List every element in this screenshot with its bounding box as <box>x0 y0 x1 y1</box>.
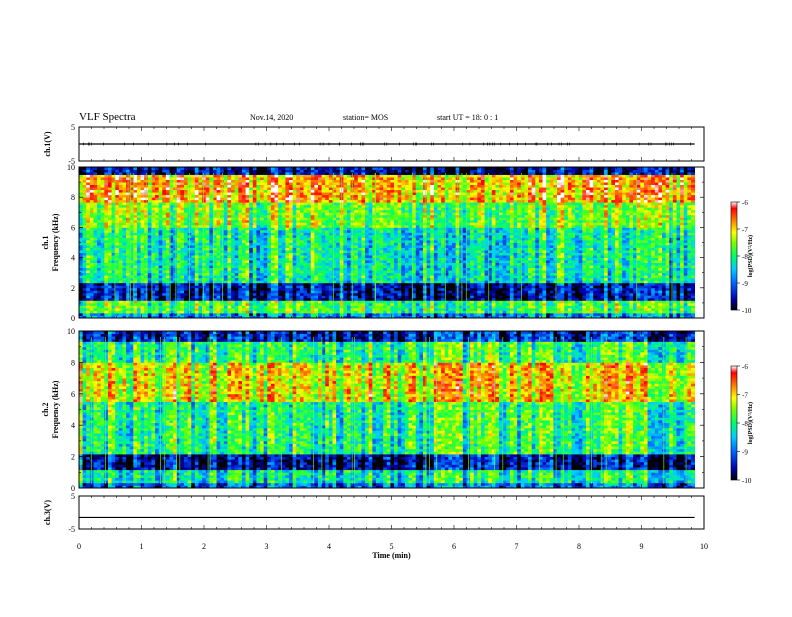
y-tick-label: 4 <box>71 254 75 263</box>
y-tick-label: 8 <box>71 193 75 202</box>
y-tick-label: -5 <box>68 525 75 534</box>
y-axis-label: ch.3(V) <box>43 500 52 525</box>
y-tick-label: 4 <box>71 421 75 430</box>
y-axis-label: Frequency (kHz) <box>51 213 60 271</box>
panel-frame <box>79 496 704 529</box>
x-axis-label: Time (min) <box>372 551 411 560</box>
x-tick-label: 0 <box>77 542 81 551</box>
date-label: Nov.14, 2020 <box>250 113 293 122</box>
x-tick-label: 3 <box>265 542 269 551</box>
channel-label: ch.1 <box>41 236 50 250</box>
colorbar-label: log(PSD)(V²/Hz) <box>747 402 754 444</box>
x-tick-label: 6 <box>452 542 456 551</box>
colorbar-tick-label: -10 <box>742 307 752 315</box>
channel-label: ch.2 <box>41 403 50 417</box>
y-tick-label: 2 <box>71 453 75 462</box>
chart-title: VLF Spectra <box>79 111 136 123</box>
y-axis-label: ch.1(V) <box>43 131 52 156</box>
y-axis-label: Frequency (kHz) <box>51 380 60 438</box>
y-tick-label: 6 <box>71 223 75 232</box>
spectrogram-image <box>79 167 695 318</box>
colorbar-label: log(PSD)(V²/Hz) <box>747 235 754 277</box>
colorbar-tick-label: -6 <box>742 363 748 371</box>
y-tick-label: 8 <box>71 358 75 367</box>
x-tick-label: 7 <box>515 542 519 551</box>
x-tick-label: 8 <box>577 542 581 551</box>
colorbar <box>731 202 737 310</box>
x-tick-label: 2 <box>202 542 206 551</box>
colorbar-tick-label: -7 <box>742 226 748 234</box>
spectrogram-image <box>79 331 695 488</box>
y-tick-label: 5 <box>71 492 75 501</box>
x-tick-label: 9 <box>640 542 644 551</box>
colorbar-tick-label: -6 <box>742 199 748 207</box>
y-tick-label: 6 <box>71 390 75 399</box>
x-tick-label: 5 <box>390 542 394 551</box>
colorbar-tick-label: -7 <box>742 392 748 400</box>
colorbar <box>731 366 737 480</box>
x-tick-label: 1 <box>140 542 144 551</box>
colorbar-tick-label: -9 <box>742 280 748 288</box>
x-tick-label: 4 <box>327 542 331 551</box>
y-tick-label: 2 <box>71 284 75 293</box>
y-tick-label: 10 <box>67 163 75 172</box>
start-time-label: start UT = 18: 0 : 1 <box>437 113 498 122</box>
station-label: station= MOS <box>343 113 388 122</box>
y-tick-label: 10 <box>67 327 75 336</box>
x-tick-label: 10 <box>700 542 708 551</box>
y-tick-label: 5 <box>71 123 75 132</box>
y-tick-label: 0 <box>71 314 75 323</box>
colorbar-tick-label: -10 <box>742 477 752 485</box>
colorbar-tick-label: -9 <box>742 449 748 457</box>
